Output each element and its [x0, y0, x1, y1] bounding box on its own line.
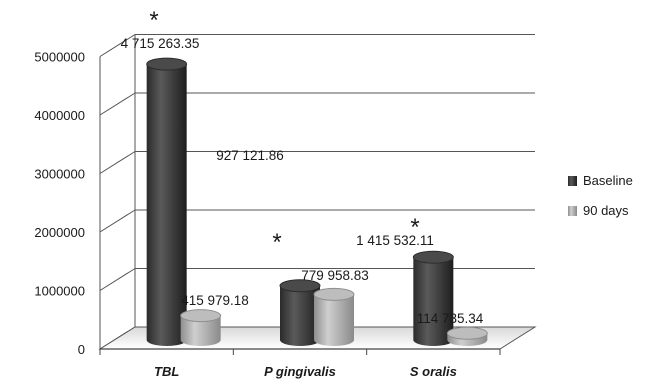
bar-baseline-p-gingivalis: [279, 279, 321, 346]
data-labels: 4 715 263.35 415 979.18 * 927 121.86 779 958…: [121, 7, 484, 326]
x-category-label: TBL: [154, 364, 179, 379]
bar-top: [313, 287, 355, 301]
significance-marker: *: [149, 7, 158, 34]
bar-body: [314, 294, 354, 346]
bar-baseline-s-oralis: [412, 250, 454, 346]
y-tick-label: 3000000: [34, 167, 85, 182]
grid-connector: [99, 92, 136, 116]
grid-connector: [99, 209, 136, 233]
bar-body: [413, 257, 454, 346]
bar-baseline-tbl: [146, 57, 188, 346]
legend-swatch: [568, 206, 577, 216]
bar-top: [446, 326, 488, 340]
grid-connector: [99, 151, 136, 174]
y-tick-label: 0: [78, 342, 85, 357]
y-tick-label: 5000000: [34, 50, 85, 65]
bar-top: [279, 279, 321, 293]
bar-top: [412, 250, 454, 264]
bar-top: [146, 57, 188, 71]
legend-label: Baseline: [583, 173, 633, 188]
grid-connector: [99, 34, 136, 57]
x-axis-categories: TBL P gingivalis S oralis: [154, 364, 457, 379]
data-label: 415 979.18: [181, 293, 249, 308]
data-label: 1 415 532.11: [356, 233, 434, 248]
significance-marker: *: [410, 214, 419, 241]
bar-top: [180, 309, 222, 323]
x-category-label: S oralis: [410, 364, 457, 379]
bar-body: [146, 64, 187, 346]
bars: [146, 57, 488, 346]
bar-90-days-s-oralis: [446, 326, 488, 346]
y-tick-label: 1000000: [34, 284, 85, 299]
legend-label: 90 days: [583, 203, 629, 218]
bar-body: [180, 315, 221, 346]
data-label: 927 121.86: [216, 148, 284, 163]
x-category-label: P gingivalis: [264, 364, 336, 379]
bar-body: [280, 285, 320, 346]
data-label: 779 958.83: [301, 268, 369, 283]
data-label: 4 715 263.35: [121, 36, 200, 51]
significance-marker: *: [272, 229, 281, 256]
legend-swatch: [568, 176, 577, 186]
legend: Baseline 90 days: [568, 173, 633, 218]
grid-connector: [99, 268, 136, 291]
y-axis-ticks: 0 1000000 2000000 3000000 4000000 5000000: [34, 50, 85, 358]
y-tick-label: 4000000: [34, 108, 85, 123]
y-tick-label: 2000000: [34, 225, 85, 240]
data-label: 114 735.34: [417, 311, 484, 326]
bar-90-days-tbl: [180, 309, 222, 346]
bar-90-days-p-gingivalis: [313, 287, 355, 346]
